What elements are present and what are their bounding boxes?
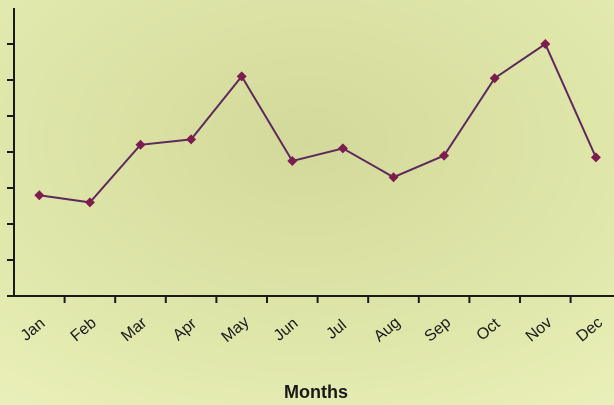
data-line [39, 42, 597, 204]
data-point [489, 73, 500, 84]
data-point [337, 143, 348, 154]
data-point [84, 197, 95, 208]
data-point [388, 172, 399, 183]
x-axis-title: Months [284, 382, 348, 402]
data-point [540, 39, 551, 49]
data-point [186, 134, 197, 145]
data-point [590, 152, 601, 163]
data-point [439, 150, 450, 161]
data-point [135, 139, 146, 150]
data-point [236, 71, 247, 82]
data-point [287, 156, 298, 166]
data-point [34, 190, 45, 201]
